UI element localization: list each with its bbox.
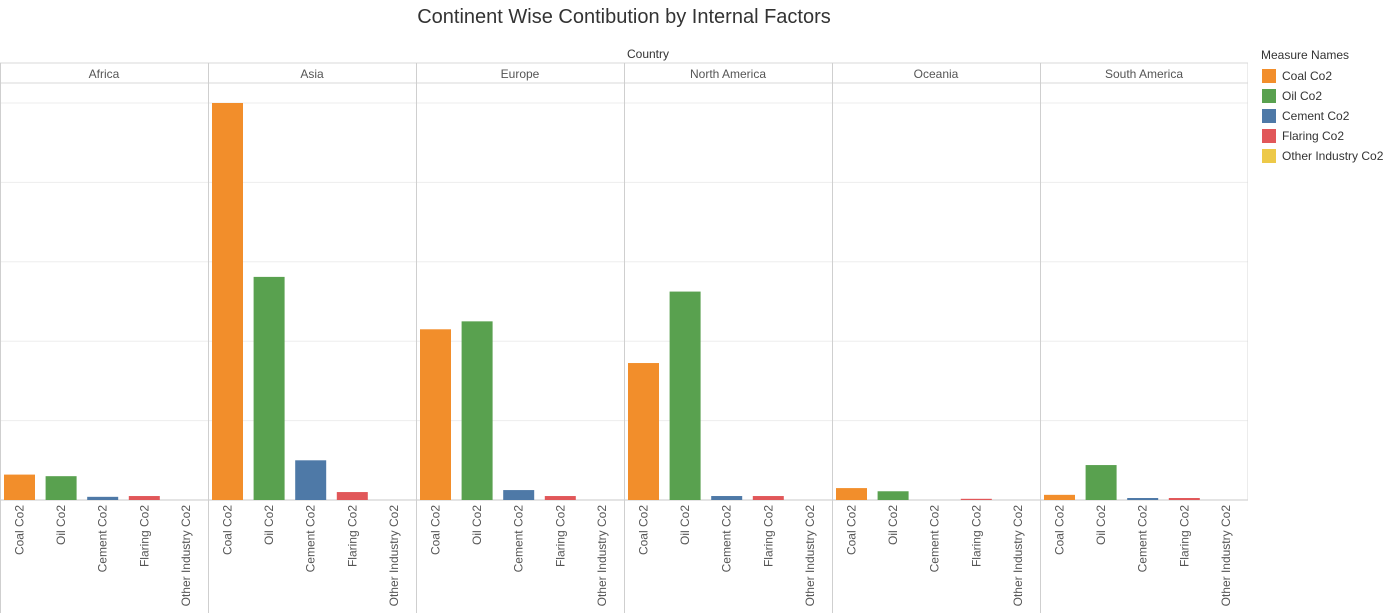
bar-south-america-flaring-co2 [1168,498,1200,500]
bar-europe-cement-co2 [503,490,535,500]
bar-africa-oil-co2 [45,476,77,500]
panel-label-south-america: South America [1105,67,1183,81]
bar-chart: Country Africa Coal Co2 Oil Co2 Cement Co2 Fl… [0,47,1248,613]
bar-europe-flaring-co2 [544,496,576,500]
legend: Measure Names Coal Co2 Oil Co2 Cement Co2 F… [1252,46,1400,166]
legend-swatch-other-industry-co2 [1262,149,1276,163]
bar-south-america-oil-co2 [1085,465,1117,500]
legend-label-coal-co2: Coal Co2 [1282,69,1333,83]
legend-item-coal-co2[interactable]: Coal Co2 [1262,66,1400,86]
legend-swatch-flaring-co2 [1262,129,1276,143]
x-tick-oceania-coal-co2: Coal Co2 [845,505,859,555]
legend-label-oil-co2: Oil Co2 [1282,89,1323,103]
x-tick-north-america-flaring-co2: Flaring Co2 [761,505,775,567]
x-tick-africa-cement-co2: Cement Co2 [96,505,110,573]
legend-label-other-industry-co2: Other Industry Co2 [1282,149,1384,163]
bar-north-america-oil-co2 [669,291,701,500]
bar-oceania-flaring-co2 [960,498,992,500]
x-tick-north-america-coal-co2: Coal Co2 [637,505,651,555]
x-tick-south-america-flaring-co2: Flaring Co2 [1177,505,1191,567]
bar-south-america-coal-co2 [1044,494,1075,500]
x-tick-oceania-cement-co2: Cement Co2 [928,505,942,573]
column-header: Country [627,47,669,61]
panel-label-north-america: North America [690,67,766,81]
x-tick-africa-other-industry-co2: Other Industry Co2 [179,505,193,607]
legend-label-flaring-co2: Flaring Co2 [1282,129,1345,143]
bar-north-america-flaring-co2 [752,496,784,500]
legend-item-flaring-co2[interactable]: Flaring Co2 [1262,126,1400,146]
legend-swatch-coal-co2 [1262,69,1276,83]
x-tick-europe-coal-co2: Coal Co2 [429,505,443,555]
x-tick-north-america-oil-co2: Oil Co2 [678,505,692,545]
x-tick-north-america-cement-co2: Cement Co2 [720,505,734,573]
legend-swatch-oil-co2 [1262,89,1276,103]
x-tick-south-america-cement-co2: Cement Co2 [1136,505,1150,573]
bar-europe-coal-co2 [420,329,451,500]
x-tick-europe-flaring-co2: Flaring Co2 [553,505,567,567]
bar-north-america-coal-co2 [628,363,659,500]
bar-oceania-oil-co2 [877,491,909,500]
x-tick-europe-cement-co2: Cement Co2 [512,505,526,573]
legend-item-oil-co2[interactable]: Oil Co2 [1262,86,1400,106]
bar-asia-oil-co2 [253,276,285,500]
x-tick-europe-other-industry-co2: Other Industry Co2 [595,505,609,607]
legend-label-cement-co2: Cement Co2 [1282,109,1350,123]
legend-title: Measure Names [1261,48,1350,62]
legend-swatch-cement-co2 [1262,109,1276,123]
x-tick-asia-other-industry-co2: Other Industry Co2 [387,505,401,607]
bar-africa-flaring-co2 [128,496,160,500]
bar-asia-cement-co2 [295,460,327,500]
x-tick-africa-oil-co2: Oil Co2 [54,505,68,545]
x-tick-asia-coal-co2: Coal Co2 [221,505,235,555]
panel-label-europe: Europe [501,67,540,81]
bar-oceania-coal-co2 [836,488,867,500]
chart-title: Continent Wise Contibution by Internal F… [417,6,831,28]
x-tick-north-america-other-industry-co2: Other Industry Co2 [803,505,817,607]
legend-item-other-industry-co2[interactable]: Other Industry Co2 [1262,146,1400,166]
bar-north-america-cement-co2 [711,496,743,500]
x-tick-asia-flaring-co2: Flaring Co2 [345,505,359,567]
panel-label-asia: Asia [300,67,324,81]
bar-africa-coal-co2 [4,474,35,500]
panel-label-africa: Africa [89,67,120,81]
x-tick-africa-flaring-co2: Flaring Co2 [137,505,151,567]
x-tick-oceania-other-industry-co2: Other Industry Co2 [1011,505,1025,607]
x-tick-europe-oil-co2: Oil Co2 [470,505,484,545]
x-tick-asia-cement-co2: Cement Co2 [304,505,318,573]
x-tick-africa-coal-co2: Coal Co2 [13,505,27,555]
bar-south-america-cement-co2 [1127,498,1159,500]
x-tick-oceania-oil-co2: Oil Co2 [886,505,900,545]
panel-label-oceania: Oceania [914,67,959,81]
bar-europe-oil-co2 [461,321,493,500]
x-tick-south-america-other-industry-co2: Other Industry Co2 [1219,505,1233,607]
bar-africa-cement-co2 [87,496,119,500]
x-tick-asia-oil-co2: Oil Co2 [262,505,276,545]
x-tick-south-america-coal-co2: Coal Co2 [1053,505,1067,555]
bar-asia-flaring-co2 [336,492,368,500]
legend-items: Coal Co2 Oil Co2 Cement Co2 Flaring Co2 Othe… [1252,66,1400,166]
legend-item-cement-co2[interactable]: Cement Co2 [1262,106,1400,126]
bar-asia-coal-co2 [212,103,243,500]
x-tick-south-america-oil-co2: Oil Co2 [1094,505,1108,545]
x-tick-oceania-flaring-co2: Flaring Co2 [969,505,983,567]
